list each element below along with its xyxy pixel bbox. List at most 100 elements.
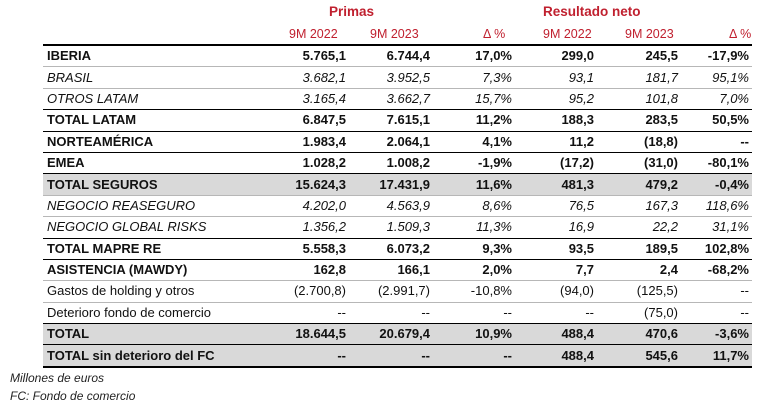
- cell-value: --: [349, 301, 433, 324]
- cell-value: 1.356,2: [265, 216, 349, 239]
- cell-value: 76,5: [515, 194, 597, 217]
- row-label: Gastos de holding y otros: [43, 280, 265, 303]
- cell-value: 6.744,4: [349, 44, 433, 67]
- cell-value: 7.615,1: [349, 109, 433, 132]
- row-label: TOTAL MAPRE RE: [43, 237, 265, 260]
- cell-value: 167,3: [597, 194, 681, 217]
- cell-value: 5.765,1: [265, 44, 349, 67]
- cell-value: 283,5: [597, 109, 681, 132]
- cell-value: 488,4: [515, 323, 597, 345]
- col-header-resultado-2022: 9M 2022: [543, 27, 592, 41]
- cell-value: 7,0%: [681, 87, 752, 110]
- row-label: TOTAL sin deterioro del FC: [43, 344, 265, 368]
- row-label: IBERIA: [43, 44, 265, 67]
- cell-value: --: [265, 301, 349, 324]
- table-row: Gastos de holding y otros (2.700,8) (2.991…: [43, 280, 752, 303]
- cell-value: 470,6: [597, 323, 681, 345]
- cell-value: -1,9%: [433, 151, 515, 174]
- cell-value: 481,3: [515, 173, 597, 196]
- cell-value: 11,6%: [433, 173, 515, 196]
- table-row: NEGOCIO GLOBAL RISKS 1.356,2 1.509,3 11,3% 1…: [43, 216, 752, 239]
- cell-value: 7,7: [515, 258, 597, 281]
- footnote-fc: FC: Fondo de comercio: [10, 389, 136, 403]
- table-row: ASISTENCIA (MAWDY) 162,8 166,1 2,0% 7,7 2,4 -6…: [43, 258, 752, 281]
- cell-value: 2.064,1: [349, 130, 433, 153]
- row-label: ASISTENCIA (MAWDY): [43, 258, 265, 281]
- cell-value: -3,6%: [681, 323, 752, 345]
- row-label: Deterioro fondo de comercio: [43, 301, 265, 324]
- table-row: NEGOCIO REASEGURO 4.202,0 4.563,9 8,6% 76,5 1…: [43, 194, 752, 217]
- cell-value: (2.700,8): [265, 280, 349, 303]
- row-label: BRASIL: [43, 66, 265, 89]
- row-label: NEGOCIO GLOBAL RISKS: [43, 216, 265, 239]
- cell-value: -68,2%: [681, 258, 752, 281]
- cell-value: 95,1%: [681, 66, 752, 89]
- cell-value: 299,0: [515, 44, 597, 67]
- cell-value: --: [433, 301, 515, 324]
- cell-value: (75,0): [597, 301, 681, 324]
- cell-value: 3.952,5: [349, 66, 433, 89]
- cell-value: --: [515, 301, 597, 324]
- table-row: TOTAL sin deterioro del FC -- -- -- 488,4 545…: [43, 344, 752, 368]
- row-label: NEGOCIO REASEGURO: [43, 194, 265, 217]
- cell-value: 6.073,2: [349, 237, 433, 260]
- cell-value: 118,6%: [681, 194, 752, 217]
- cell-value: 2,4: [597, 258, 681, 281]
- cell-value: 102,8%: [681, 237, 752, 260]
- cell-value: 11,2: [515, 130, 597, 153]
- cell-value: 4.563,9: [349, 194, 433, 217]
- cell-value: 16,9: [515, 216, 597, 239]
- cell-value: 15.624,3: [265, 173, 349, 196]
- cell-value: 95,2: [515, 87, 597, 110]
- cell-value: 1.008,2: [349, 151, 433, 174]
- cell-value: 11,7%: [681, 344, 752, 368]
- cell-value: 15,7%: [433, 87, 515, 110]
- cell-value: 1.983,4: [265, 130, 349, 153]
- cell-value: 101,8: [597, 87, 681, 110]
- cell-value: 18.644,5: [265, 323, 349, 345]
- cell-value: 93,1: [515, 66, 597, 89]
- col-header-resultado-delta: Δ %: [729, 27, 752, 41]
- cell-value: --: [349, 344, 433, 368]
- row-label: NORTEAMÉRICA: [43, 130, 265, 153]
- cell-value: 245,5: [597, 44, 681, 67]
- cell-value: 11,2%: [433, 109, 515, 132]
- cell-value: 545,6: [597, 344, 681, 368]
- cell-value: (125,5): [597, 280, 681, 303]
- cell-value: 181,7: [597, 66, 681, 89]
- cell-value: 3.682,1: [265, 66, 349, 89]
- cell-value: --: [681, 130, 752, 153]
- row-label: OTROS LATAM: [43, 87, 265, 110]
- cell-value: 5.558,3: [265, 237, 349, 260]
- col-header-primas-delta: Δ %: [483, 27, 506, 41]
- col-header-resultado-2023: 9M 2023: [625, 27, 674, 41]
- primas-header: Primas: [329, 4, 375, 19]
- cell-value: 17.431,9: [349, 173, 433, 196]
- table-row: TOTAL SEGUROS 15.624,3 17.431,9 11,6% 481,3 4…: [43, 173, 752, 196]
- cell-value: 11,3%: [433, 216, 515, 239]
- cell-value: 8,6%: [433, 194, 515, 217]
- cell-value: --: [681, 301, 752, 324]
- cell-value: (31,0): [597, 151, 681, 174]
- row-label: TOTAL: [43, 323, 265, 345]
- cell-value: 6.847,5: [265, 109, 349, 132]
- cell-value: 479,2: [597, 173, 681, 196]
- cell-value: 189,5: [597, 237, 681, 260]
- cell-value: (94,0): [515, 280, 597, 303]
- cell-value: (2.991,7): [349, 280, 433, 303]
- row-label: EMEA: [43, 151, 265, 174]
- cell-value: 9,3%: [433, 237, 515, 260]
- cell-value: --: [433, 344, 515, 368]
- table-row: IBERIA 5.765,1 6.744,4 17,0% 299,0 245,5 -17,9…: [43, 44, 752, 67]
- cell-value: 93,5: [515, 237, 597, 260]
- resultado-neto-header: Resultado neto: [543, 4, 641, 19]
- table-row: TOTAL MAPRE RE 5.558,3 6.073,2 9,3% 93,5 189,…: [43, 237, 752, 260]
- table-row: TOTAL LATAM 6.847,5 7.615,1 11,2% 188,3 283,5…: [43, 109, 752, 132]
- cell-value: -17,9%: [681, 44, 752, 67]
- cell-value: 1.028,2: [265, 151, 349, 174]
- table-row: OTROS LATAM 3.165,4 3.662,7 15,7% 95,2 101,8 7…: [43, 87, 752, 110]
- cell-value: -10,8%: [433, 280, 515, 303]
- table-row: EMEA 1.028,2 1.008,2 -1,9% (17,2) (31,0) -80,1…: [43, 151, 752, 174]
- row-label: TOTAL SEGUROS: [43, 173, 265, 196]
- cell-value: 488,4: [515, 344, 597, 368]
